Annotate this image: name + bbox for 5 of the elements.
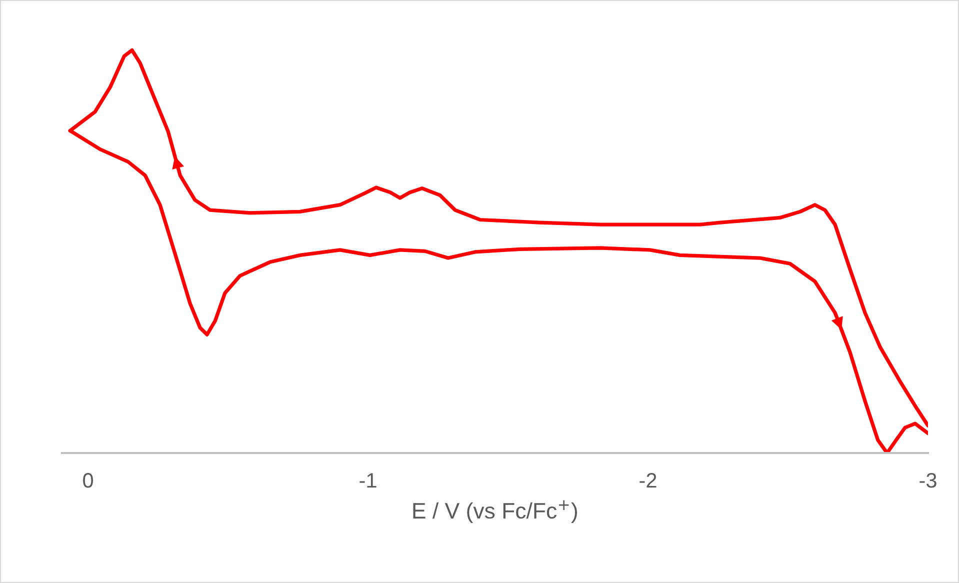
x-tick-label: 0 [83, 472, 94, 488]
x-tick-label: -2 [640, 472, 656, 488]
x-tick-label: -3 [920, 472, 936, 488]
x-axis-title: E / V (vs Fc/Fc$^{+}$) [413, 500, 577, 524]
x-tick-label: -1 [360, 473, 376, 488]
